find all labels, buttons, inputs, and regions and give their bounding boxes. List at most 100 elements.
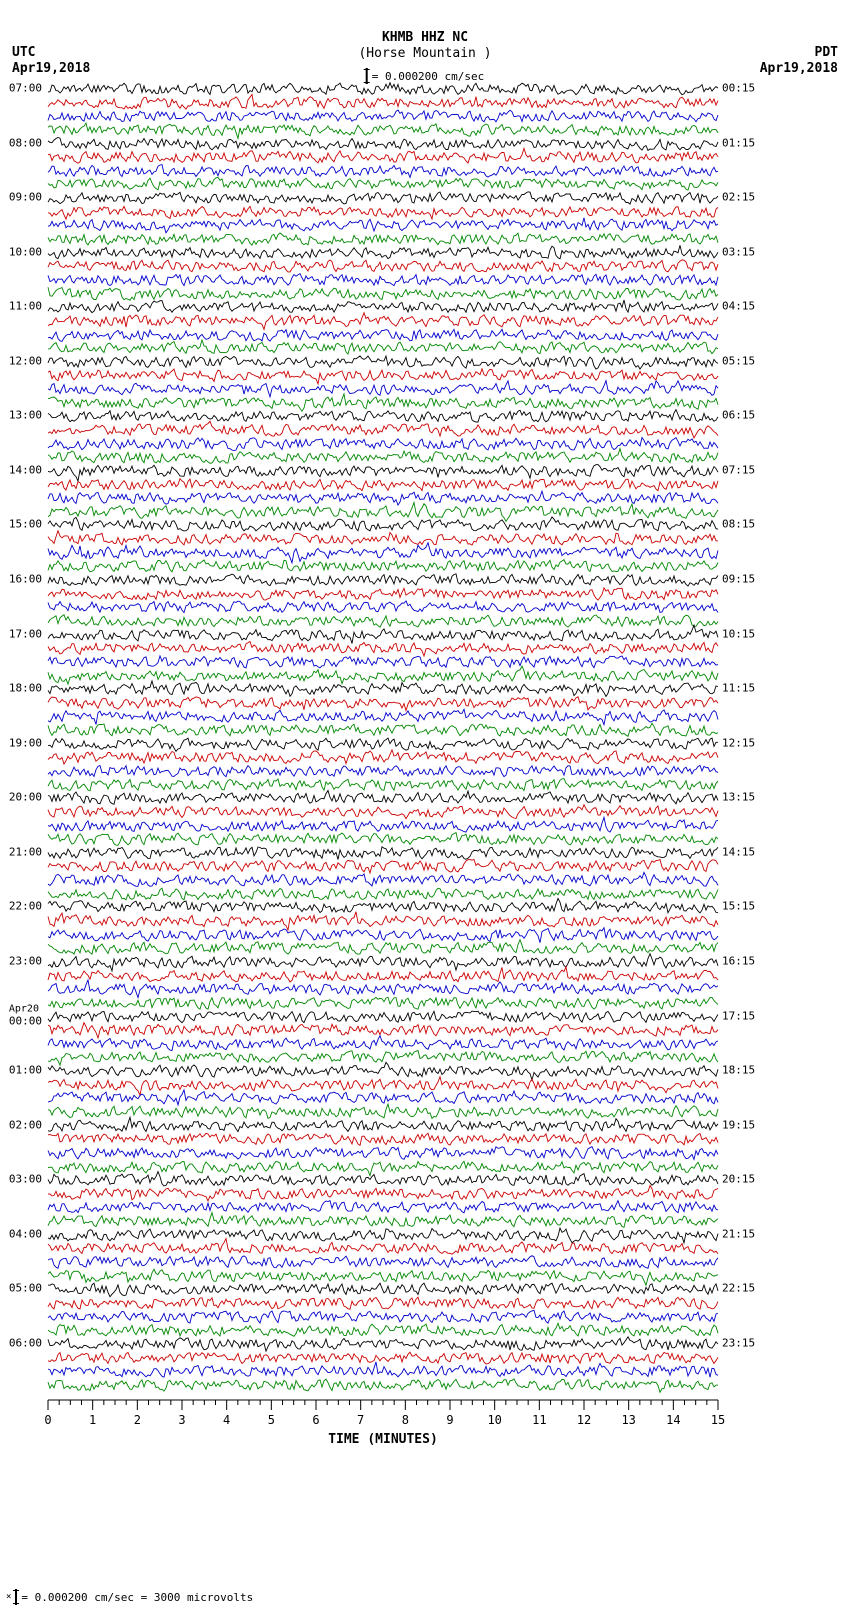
seismogram-plot — [48, 88, 718, 1398]
trace-row — [48, 1010, 718, 1024]
svg-text:14: 14 — [666, 1413, 680, 1427]
trace-row — [48, 505, 718, 519]
trace-row — [48, 628, 718, 642]
trace-row — [48, 218, 718, 232]
right-time-label: 14:15 — [722, 845, 755, 858]
x-axis-title: TIME (MINUTES) — [48, 1432, 718, 1447]
svg-text:9: 9 — [446, 1413, 453, 1427]
trace-row — [48, 137, 718, 151]
svg-text:7: 7 — [357, 1413, 364, 1427]
day-marker: Apr20 — [9, 1004, 42, 1014]
trace-row — [48, 859, 718, 873]
trace-row — [48, 1037, 718, 1051]
trace-row — [48, 709, 718, 723]
left-time-label: 02:00 — [9, 1118, 42, 1131]
trace-row — [48, 669, 718, 683]
trace-row — [48, 409, 718, 423]
trace-row — [48, 1255, 718, 1269]
trace-row — [48, 1228, 718, 1242]
trace-row — [48, 1296, 718, 1310]
right-time-label: 12:15 — [722, 736, 755, 749]
tz-right-block: PDT Apr19,2018 — [760, 45, 838, 76]
right-time-label: 21:15 — [722, 1227, 755, 1240]
right-time-label: 22:15 — [722, 1282, 755, 1295]
chart-title: KHMB HHZ NC (Horse Mountain ) — [0, 30, 850, 61]
left-time-label: 05:00 — [9, 1282, 42, 1295]
trace-row — [48, 532, 718, 546]
right-time-label: 23:15 — [722, 1336, 755, 1349]
right-time-label: 18:15 — [722, 1064, 755, 1077]
trace-row — [48, 1269, 718, 1283]
trace-row — [48, 96, 718, 110]
left-time-label: 16:00 — [9, 573, 42, 586]
trace-row — [48, 1173, 718, 1187]
right-time-label: 00:15 — [722, 82, 755, 95]
trace-row — [48, 232, 718, 246]
svg-text:12: 12 — [577, 1413, 591, 1427]
right-time-label: 19:15 — [722, 1118, 755, 1131]
tz-right-date: Apr19,2018 — [760, 61, 838, 77]
trace-row — [48, 123, 718, 137]
trace-row — [48, 1241, 718, 1255]
scale-bar-icon — [15, 1589, 17, 1605]
trace-row — [48, 1187, 718, 1201]
trace-row — [48, 819, 718, 833]
trace-row — [48, 1200, 718, 1214]
right-time-label: 01:15 — [722, 136, 755, 149]
trace-row — [48, 1310, 718, 1324]
left-time-label: 14:00 — [9, 463, 42, 476]
right-time-label: 16:15 — [722, 954, 755, 967]
svg-text:1: 1 — [89, 1413, 96, 1427]
left-time-label: 13:00 — [9, 409, 42, 422]
trace-row — [48, 273, 718, 287]
trace-row — [48, 518, 718, 532]
trace-row — [48, 328, 718, 342]
right-time-label: 02:15 — [722, 191, 755, 204]
right-time-label: 11:15 — [722, 682, 755, 695]
trace-row — [48, 1105, 718, 1119]
trace-row — [48, 750, 718, 764]
left-time-labels: 07:0008:0009:0010:0011:0012:0013:0014:00… — [4, 88, 46, 1398]
trace-row — [48, 396, 718, 410]
right-time-label: 03:15 — [722, 245, 755, 258]
left-time-label: 20:00 — [9, 791, 42, 804]
trace-row — [48, 437, 718, 451]
trace-row — [48, 696, 718, 710]
svg-text:0: 0 — [44, 1413, 51, 1427]
trace-row — [48, 887, 718, 901]
trace-row — [48, 969, 718, 983]
left-time-label: 21:00 — [9, 845, 42, 858]
trace-row — [48, 955, 718, 969]
title-line1: KHMB HHZ NC — [0, 30, 850, 46]
trace-row — [48, 164, 718, 178]
trace-row — [48, 1050, 718, 1064]
trace-row — [48, 873, 718, 887]
scale-text: = 0.000200 cm/sec — [372, 70, 485, 83]
trace-row — [48, 805, 718, 819]
trace-row — [48, 1364, 718, 1378]
right-time-label: 10:15 — [722, 627, 755, 640]
right-time-labels: 00:1501:1502:1503:1504:1505:1506:1507:15… — [722, 88, 772, 1398]
trace-row — [48, 846, 718, 860]
trace-row — [48, 314, 718, 328]
trace-row — [48, 355, 718, 369]
footer-scale: × = 0.000200 cm/sec = 3000 microvolts — [6, 1589, 253, 1605]
trace-row — [48, 150, 718, 164]
trace-row — [48, 573, 718, 587]
trace-row — [48, 300, 718, 314]
svg-text:11: 11 — [532, 1413, 546, 1427]
left-time-label: 15:00 — [9, 518, 42, 531]
trace-row — [48, 941, 718, 955]
trace-row — [48, 1091, 718, 1105]
trace-row — [48, 1214, 718, 1228]
left-time-label: 17:00 — [9, 627, 42, 640]
svg-text:15: 15 — [711, 1413, 725, 1427]
trace-row — [48, 1378, 718, 1392]
trace-row — [48, 1146, 718, 1160]
trace-row — [48, 914, 718, 928]
svg-text:10: 10 — [487, 1413, 501, 1427]
trace-row — [48, 791, 718, 805]
trace-row — [48, 655, 718, 669]
left-time-label: 11:00 — [9, 300, 42, 313]
trace-row — [48, 900, 718, 914]
